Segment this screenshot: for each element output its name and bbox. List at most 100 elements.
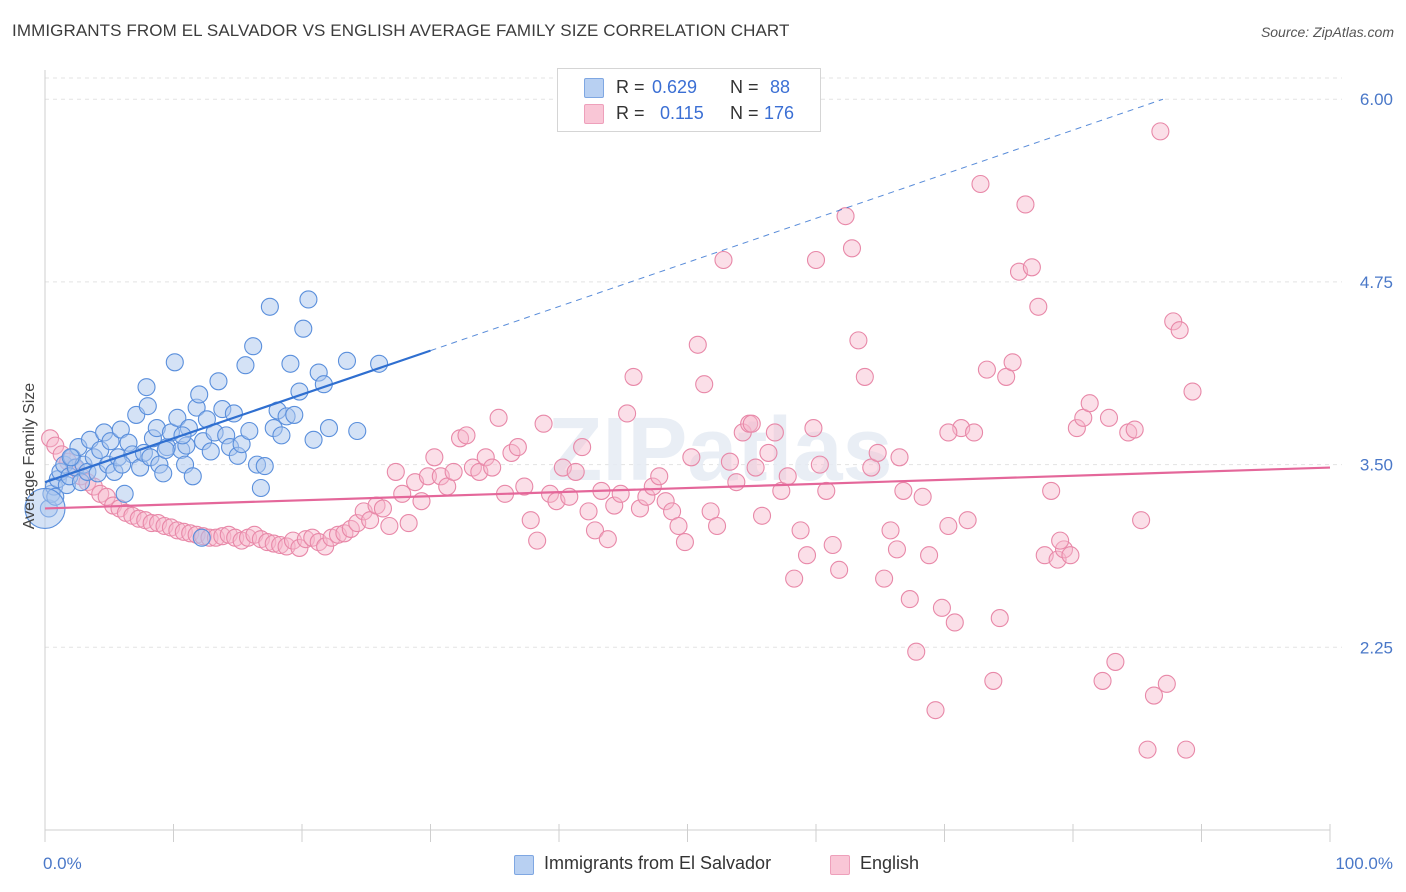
legend-r-label: R = [616,103,645,123]
english-point [521,511,540,530]
english-point [1157,674,1176,693]
english-point [990,609,1009,628]
legend-row-english: R = 0.115 N = 176 [584,103,814,125]
english-point [630,499,650,518]
english-point [842,239,862,258]
el-salvador-point [165,353,184,372]
english-point [778,467,797,486]
el-salvador-point [337,351,357,370]
el-salvador-trend-line [44,349,431,484]
english-point [643,477,662,496]
series-legend: Immigrants from El Salvador English [0,853,1406,877]
english-point [399,514,418,533]
english-point [373,499,393,518]
english-point [890,448,909,467]
axes [44,70,1331,842]
english-point [1144,686,1164,705]
legend-r-value: 0.115 [660,103,704,123]
el-salvador-point [272,426,291,445]
english-point [1132,511,1151,530]
tick-labels: 2.25 3.50 4.75 6.00 0.0% 100.0% [43,90,1393,873]
english-point [810,455,829,474]
english-point [1061,546,1080,565]
english-point [913,487,932,506]
english-point [682,448,701,467]
el-salvador-point [281,354,300,373]
english-point [849,331,868,350]
source-credit: Source: ZipAtlas.com [1260,24,1394,40]
stats-legend: R = 0.629 N = 88 R = 0.115 N = 176 [557,68,821,132]
english-point [476,448,495,467]
english-point [765,423,784,442]
english-point [675,533,694,552]
el-salvador-point [154,464,173,483]
english-point [1151,122,1170,141]
english-point [708,516,727,536]
english-point [1042,481,1061,500]
english-point [823,535,842,555]
english-point [656,492,675,511]
english-point [611,484,630,503]
y-tick-label: 3.50 [1360,456,1393,475]
y-tick-label: 2.25 [1360,638,1393,657]
legend-swatch-blue [584,78,604,98]
el-salvador-point [251,478,270,498]
english-point [932,598,951,617]
legend-r-value: 0.629 [652,77,698,97]
english-point [855,367,874,386]
el-salvador-point [244,337,263,356]
y-tick-label: 6.00 [1360,90,1393,109]
legend-n-label: N = [730,77,759,97]
english-point [1080,394,1099,413]
english-point [920,546,939,565]
el-salvador-point [190,385,209,404]
english-point [1183,382,1202,401]
legend-swatch-blue [514,855,534,875]
el-salvador-point [348,421,367,441]
el-salvador-trend-extension [430,98,1164,352]
english-point [806,250,826,270]
english-point [605,496,624,515]
english-point [579,502,598,521]
english-point [759,443,778,462]
el-salvador-point [183,467,202,486]
english-point [971,174,990,194]
legend-swatch-pink [830,855,850,875]
english-point [418,467,437,486]
english-point [618,404,637,423]
english-point [727,473,746,492]
english-point [894,481,913,500]
english-point [483,458,502,477]
english-point [742,414,761,433]
english-point [1138,740,1157,759]
english-point [752,506,772,525]
english-point [573,438,592,457]
english-point [1067,419,1086,438]
el-salvador-point [201,442,220,461]
legend-n-value: 176 [764,103,795,123]
english-point [508,438,527,457]
english-point [720,452,739,471]
english-point [1099,408,1119,427]
english-point [830,560,849,579]
english-point [425,448,444,467]
el-salvador-point [294,319,313,338]
legend-n-label: N = [730,103,759,123]
english-point [817,481,836,500]
el-salvador-point [285,405,304,424]
el-salvador-point [240,421,259,441]
english-point [797,546,817,565]
english-point [868,443,887,462]
y-axis-label: Average Family Size [21,383,38,530]
english-point [1003,353,1022,372]
english-point [804,419,823,438]
english-point [688,335,707,354]
english-point [534,414,553,433]
english-point [528,531,547,550]
english-point [984,671,1003,690]
english-point [515,477,534,496]
english-point [836,207,855,226]
el-salvador-point [192,528,211,547]
english-point [380,516,399,536]
